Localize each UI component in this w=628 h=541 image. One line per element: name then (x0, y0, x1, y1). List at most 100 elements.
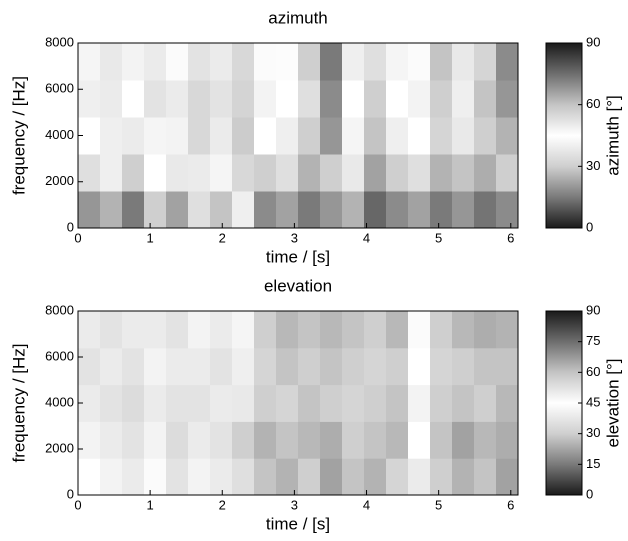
heat-cell (430, 154, 453, 192)
heat-cell (166, 117, 189, 155)
heat-cell (78, 311, 101, 349)
heat-cell (386, 191, 409, 229)
heat-cell (320, 80, 343, 118)
heat-cell (232, 117, 255, 155)
heat-cell (78, 43, 101, 81)
heat-cell (144, 117, 167, 155)
heat-cell (386, 458, 409, 496)
heat-cell (452, 117, 475, 155)
heat-cell (254, 458, 277, 496)
heat-cell (232, 421, 255, 459)
heat-cell (276, 43, 299, 81)
heat-cell (320, 43, 343, 81)
heat-cell (496, 384, 519, 422)
heat-cell (188, 80, 211, 118)
heat-cell (430, 191, 453, 229)
heat-cell (166, 384, 189, 422)
heat-cell (496, 80, 519, 118)
heat-cell (474, 384, 497, 422)
heat-cell (276, 458, 299, 496)
heat-cell (254, 117, 277, 155)
heat-cell (408, 117, 431, 155)
heat-cell (496, 43, 519, 81)
heat-cell (364, 154, 387, 192)
heat-cell (144, 154, 167, 192)
heat-cell (364, 117, 387, 155)
y-axis-label: frequency / [Hz] (9, 76, 28, 195)
heat-cell (342, 154, 365, 192)
y-tick-label: 4000 (45, 394, 74, 409)
heat-cell (188, 458, 211, 496)
heat-cell (144, 458, 167, 496)
heat-cell (474, 458, 497, 496)
heat-cell (254, 311, 277, 349)
heat-cell (122, 458, 145, 496)
colorbar-tick-label: 60 (586, 364, 600, 379)
heat-cell (100, 458, 123, 496)
heat-cell (430, 458, 453, 496)
heat-cell (320, 458, 343, 496)
heat-cell (430, 384, 453, 422)
heat-cell (386, 117, 409, 155)
colorbar-tick-label: 15 (586, 456, 600, 471)
heat-cell (210, 421, 233, 459)
heat-cell (144, 43, 167, 81)
heat-cell (78, 191, 101, 229)
heat-cell (100, 80, 123, 118)
heat-cell (122, 311, 145, 349)
x-tick-label: 6 (507, 497, 514, 512)
heat-cell (276, 347, 299, 386)
heat-cell (342, 80, 365, 118)
heat-cell (78, 421, 101, 459)
heat-cell (364, 311, 387, 349)
heat-cell (232, 311, 255, 349)
heat-cell (342, 458, 365, 496)
x-tick-label: 4 (363, 497, 370, 512)
heat-cell (144, 80, 167, 118)
heat-cell (276, 191, 299, 229)
heat-cell (386, 421, 409, 459)
heat-cell (122, 117, 145, 155)
heat-cell (320, 154, 343, 192)
heat-cell (100, 421, 123, 459)
y-tick-label: 6000 (45, 81, 74, 96)
heat-cell (144, 311, 167, 349)
heat-cell (474, 117, 497, 155)
heat-cell (210, 458, 233, 496)
colorbar-tick-label: 45 (586, 394, 600, 409)
heat-cell (364, 80, 387, 118)
chart-title: azimuth (268, 8, 328, 27)
heat-cell (78, 384, 101, 422)
heat-cell (430, 80, 453, 118)
heat-cell (408, 43, 431, 81)
colorbar-tick-label: 75 (586, 333, 600, 348)
heat-cell (232, 347, 255, 386)
x-tick-label: 0 (74, 230, 81, 245)
heat-cell (254, 43, 277, 81)
heat-cell (100, 347, 123, 386)
heat-cell (100, 311, 123, 349)
heat-cell (496, 311, 519, 349)
heat-cell (122, 421, 145, 459)
x-axis-label: time / [s] (266, 247, 330, 266)
x-tick-label: 4 (363, 230, 370, 245)
heat-cell (100, 117, 123, 155)
colorbar-tick-label: 0 (586, 486, 593, 501)
x-tick-label: 6 (507, 230, 514, 245)
y-tick-label: 4000 (45, 127, 74, 142)
heat-cell (496, 117, 519, 155)
y-tick-label: 0 (67, 219, 74, 234)
heat-cell (166, 191, 189, 229)
heat-cell (298, 43, 321, 81)
heat-cell (276, 384, 299, 422)
heat-cell (122, 80, 145, 118)
heat-cell (78, 154, 101, 192)
heat-cell (408, 154, 431, 192)
heat-cell (430, 43, 453, 81)
heat-cell (254, 347, 277, 386)
heat-cell (474, 311, 497, 349)
heat-cell (254, 421, 277, 459)
heat-cell (276, 421, 299, 459)
heat-cell (144, 421, 167, 459)
